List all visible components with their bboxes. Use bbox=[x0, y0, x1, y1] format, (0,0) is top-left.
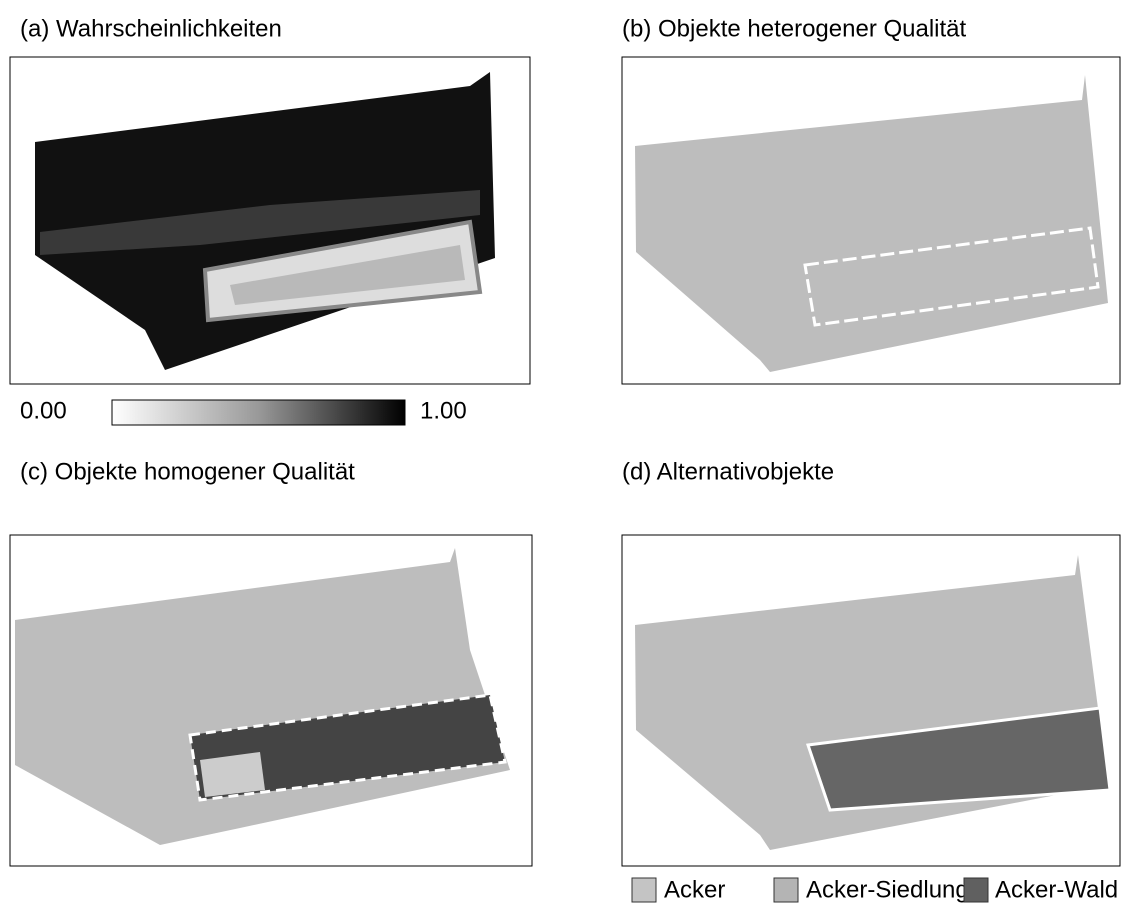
panel-title: (b) Objekte heterogener Qualität bbox=[622, 15, 967, 42]
colorbar-min-label: 0.00 bbox=[20, 397, 67, 424]
legend-swatch bbox=[964, 878, 988, 902]
legend-label: Acker-Siedlung bbox=[806, 876, 969, 903]
legend-swatch bbox=[632, 878, 656, 902]
colorbar-max-label: 1.00 bbox=[420, 397, 467, 424]
legend-swatch bbox=[774, 878, 798, 902]
region-light bbox=[200, 752, 265, 797]
legend-label: Acker-Wald bbox=[995, 876, 1118, 903]
panel-title: (d) Alternativobjekte bbox=[622, 458, 834, 485]
panel-title: (a) Wahrscheinlichkeiten bbox=[20, 15, 282, 42]
colorbar bbox=[112, 400, 405, 425]
legend-label: Acker bbox=[664, 876, 725, 903]
panel-title: (c) Objekte homogener Qualität bbox=[20, 458, 355, 485]
figure: (a) Wahrscheinlichkeiten 0.00 1.00 (b) O… bbox=[0, 0, 1134, 906]
